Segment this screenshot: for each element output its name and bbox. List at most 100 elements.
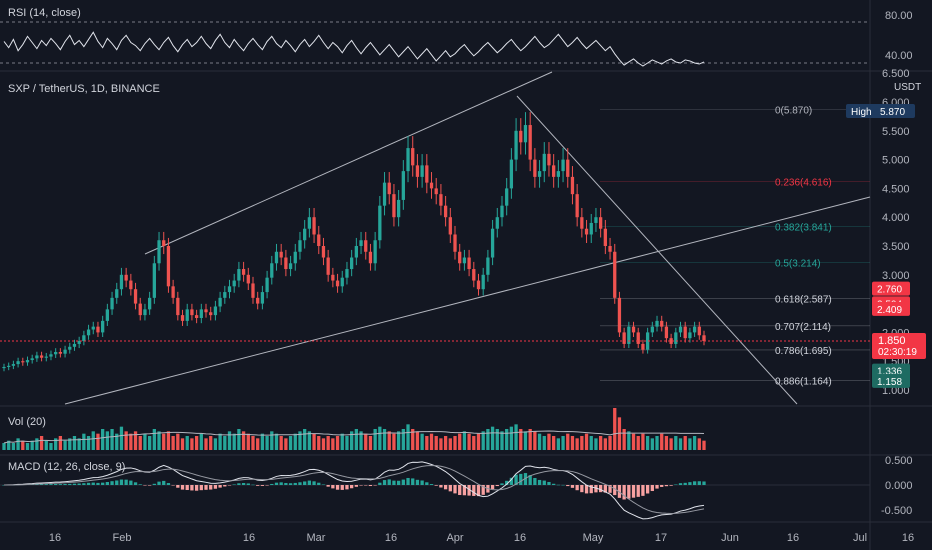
candle-body xyxy=(335,280,340,287)
time-axis-tick: Jun xyxy=(721,532,739,544)
macd-histogram-bar xyxy=(246,483,250,485)
candle-body xyxy=(655,320,659,327)
macd-histogram-bar xyxy=(180,485,185,490)
volume-bar xyxy=(274,433,279,450)
volume-bar xyxy=(434,436,438,450)
macd-histogram-bar xyxy=(218,485,222,488)
candle-body xyxy=(147,297,152,310)
macd-histogram-bar xyxy=(199,485,203,491)
volume-bar xyxy=(72,436,77,450)
macd-histogram xyxy=(2,473,706,500)
macd-histogram-bar xyxy=(702,481,706,485)
macd-histogram-bar xyxy=(157,481,161,485)
candle-body xyxy=(467,257,471,270)
macd-histogram-bar xyxy=(692,481,697,485)
fib-level-label: 0(5.870) xyxy=(775,105,812,116)
volume-bar xyxy=(21,440,25,450)
macd-histogram-bar xyxy=(270,483,274,485)
candle-body xyxy=(631,326,636,333)
rsi-title: RSI (14, close) xyxy=(8,7,81,19)
candle-body xyxy=(115,289,119,298)
volume-bar xyxy=(199,433,203,450)
macd-histogram-bar xyxy=(458,485,462,495)
volume-bar xyxy=(91,431,95,450)
volume-title: Vol (20) xyxy=(8,416,46,428)
fibonacci-retracement[interactable]: 0(5.870) 0.236(4.616) 0.382(3.841) 0.5(3.21… xyxy=(600,105,870,388)
candle-body xyxy=(566,159,570,177)
volume-bar xyxy=(44,440,48,450)
volume-bar xyxy=(133,431,138,450)
symbol-title: SXP / TetherUS, 1D, BINANCE xyxy=(8,83,160,95)
volume-bar xyxy=(96,433,100,450)
volume-bar xyxy=(138,436,142,450)
volume-bar xyxy=(401,429,405,450)
volume-bar xyxy=(603,438,607,450)
candle-body xyxy=(143,309,147,316)
candle-body xyxy=(241,269,246,275)
rsi-line xyxy=(3,31,705,67)
macd-histogram-bar xyxy=(378,482,382,485)
volume-bar xyxy=(270,431,274,450)
macd-histogram-bar xyxy=(331,485,335,489)
macd-histogram-bar xyxy=(171,485,175,486)
volume-bar xyxy=(443,436,448,450)
candle-body xyxy=(39,355,44,358)
candle-body xyxy=(509,159,514,189)
candle-body xyxy=(293,251,297,264)
macd-histogram-bar xyxy=(303,481,307,485)
candle-body xyxy=(364,240,368,252)
volume-bar xyxy=(505,429,509,450)
macd-histogram-bar xyxy=(284,482,288,485)
macd-histogram-bar xyxy=(101,482,105,485)
macd-level-low: -0.500 xyxy=(881,505,912,517)
channel-lower-trendline[interactable] xyxy=(64,196,871,405)
candle-body xyxy=(443,205,448,218)
volume-bar xyxy=(420,433,424,450)
candle-body xyxy=(636,332,640,344)
candle-body xyxy=(660,320,664,327)
macd-histogram-bar xyxy=(256,485,260,486)
time-axis-tick: Apr xyxy=(446,532,463,544)
macd-histogram-bar xyxy=(411,478,415,485)
macd-histogram-bar xyxy=(490,485,495,490)
candle-body xyxy=(68,346,72,350)
macd-histogram-bar xyxy=(519,473,523,485)
macd-histogram-bar xyxy=(523,473,528,485)
macd-histogram-bar xyxy=(650,485,654,492)
macd-histogram-bar xyxy=(674,484,678,485)
currency-label: USDT xyxy=(894,82,921,93)
volume-bar xyxy=(288,436,293,450)
volume-bar xyxy=(58,436,63,450)
candle-body xyxy=(415,165,420,177)
candle-body xyxy=(35,355,39,359)
volume-bar xyxy=(246,433,250,450)
price-axis-tick: 5.500 xyxy=(882,126,910,138)
candle-body xyxy=(25,360,30,363)
channel-upper-trendline[interactable] xyxy=(144,71,553,255)
macd-histogram-bar xyxy=(279,482,283,485)
time-axis[interactable]: 16 Feb 16 Mar 16 Apr 16 May 17 Jun 16 Jul 16 xyxy=(49,532,914,544)
descending-trendline[interactable] xyxy=(516,95,798,405)
volume-bar xyxy=(406,424,410,450)
macd-histogram-bar xyxy=(260,485,265,486)
volume-bar xyxy=(152,429,156,450)
volume-bar xyxy=(157,431,161,450)
candle-body xyxy=(72,343,77,347)
fib-level-label: 0.382(3.841) xyxy=(775,222,832,233)
volume-bar xyxy=(697,438,701,450)
macd-histogram-bar xyxy=(39,484,44,485)
candle-body xyxy=(260,292,265,304)
candle-body xyxy=(133,289,138,304)
volume-bar xyxy=(312,433,316,450)
volume-bar xyxy=(519,429,523,450)
price-axis-tick: 5.000 xyxy=(882,155,910,167)
macd-histogram-bar xyxy=(213,485,218,489)
volume-bar xyxy=(124,431,128,450)
candle-body xyxy=(246,274,250,284)
candle-body xyxy=(209,312,213,316)
macd-histogram-bar xyxy=(645,485,650,494)
time-axis-tick: 16 xyxy=(243,532,255,544)
volume-bar xyxy=(528,429,532,450)
volume-bar xyxy=(16,438,20,450)
